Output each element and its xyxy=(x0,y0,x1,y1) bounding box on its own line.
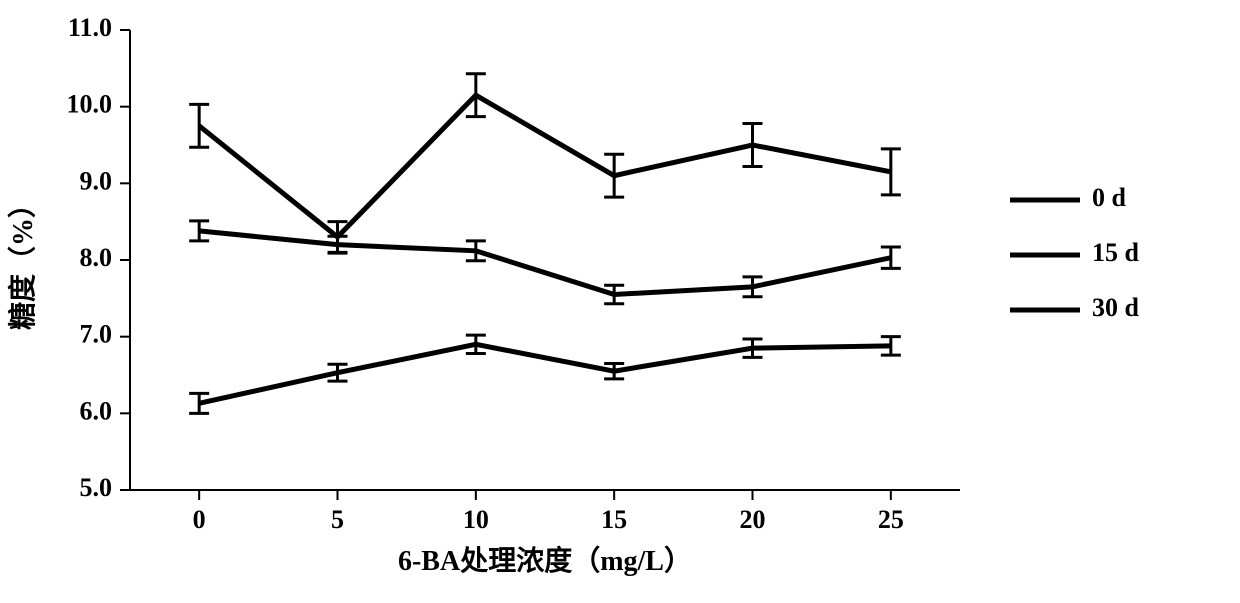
series-line xyxy=(199,95,891,237)
error-bar xyxy=(466,74,486,117)
y-tick-label: 8.0 xyxy=(80,243,113,272)
chart-container: 5.0 6.0 7.0 8.0 9.0 10.0 11.0 0 5 10 15 20 25 6-BA处理浓… xyxy=(0,0,1240,603)
series-line xyxy=(199,344,891,403)
legend-label: 15 d xyxy=(1092,238,1140,267)
y-tick-label: 11.0 xyxy=(68,13,112,42)
series-line xyxy=(199,231,891,295)
y-tick-label: 5.0 xyxy=(80,473,113,502)
y-axis-title: 糖度（%） xyxy=(6,190,39,330)
error-bar xyxy=(189,104,209,147)
y-tick-label: 7.0 xyxy=(80,320,113,349)
x-tick-label: 0 xyxy=(193,505,206,534)
x-axis-title: 6-BA处理浓度（mg/L） xyxy=(398,544,692,577)
x-tick-label: 5 xyxy=(331,505,344,534)
legend-label: 30 d xyxy=(1092,293,1140,322)
x-tick-label: 10 xyxy=(463,505,489,534)
line-chart: 5.0 6.0 7.0 8.0 9.0 10.0 11.0 0 5 10 15 20 25 6-BA处理浓… xyxy=(0,0,1240,603)
y-tick-label: 9.0 xyxy=(80,166,113,195)
x-tick-label: 25 xyxy=(878,505,904,534)
y-tick-label: 10.0 xyxy=(67,90,113,119)
legend-label: 0 d xyxy=(1092,183,1127,212)
x-tick-label: 20 xyxy=(740,505,766,534)
y-tick-label: 6.0 xyxy=(80,396,113,425)
x-tick-label: 15 xyxy=(601,505,627,534)
